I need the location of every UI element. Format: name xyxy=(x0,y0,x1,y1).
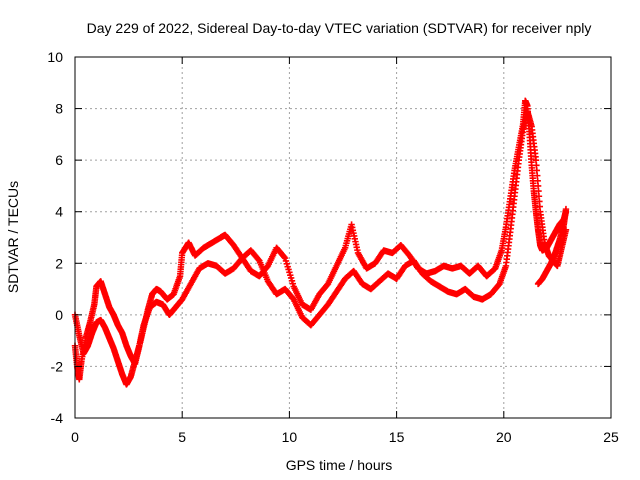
x-tick-label: 0 xyxy=(71,429,79,445)
series-trace-a xyxy=(71,97,570,383)
data-point xyxy=(562,205,570,213)
x-tick-label: 20 xyxy=(496,429,512,445)
data-marks xyxy=(71,97,570,388)
x-tick-label: 15 xyxy=(389,429,405,445)
tick-labels: 0 5 10 15 20 25 -4 -2 0 2 4 6 8 10 xyxy=(47,49,619,445)
y-tick-label: 6 xyxy=(55,152,63,168)
series-trace-c xyxy=(534,205,570,288)
data-point xyxy=(281,253,288,261)
chart-title: Day 229 of 2022, Sidereal Day-to-day VTE… xyxy=(87,20,592,36)
y-tick-label: -4 xyxy=(51,410,64,426)
y-tick-label: -2 xyxy=(51,358,64,374)
y-tick-label: 4 xyxy=(55,204,63,220)
tick-marks xyxy=(74,56,612,419)
y-tick-label: 0 xyxy=(55,307,63,323)
y-tick-label: 8 xyxy=(55,101,63,117)
x-tick-label: 25 xyxy=(603,429,619,445)
plot-frame xyxy=(74,56,612,419)
x-axis-label: GPS time / hours xyxy=(286,457,393,473)
series-trace-b xyxy=(71,107,570,388)
x-tick-label: 5 xyxy=(178,429,186,445)
y-tick-label: 10 xyxy=(47,49,63,65)
x-tick-label: 10 xyxy=(282,429,298,445)
y-tick-label: 2 xyxy=(55,255,63,271)
y-axis-label: SDTVAR / TECUs xyxy=(5,181,21,293)
